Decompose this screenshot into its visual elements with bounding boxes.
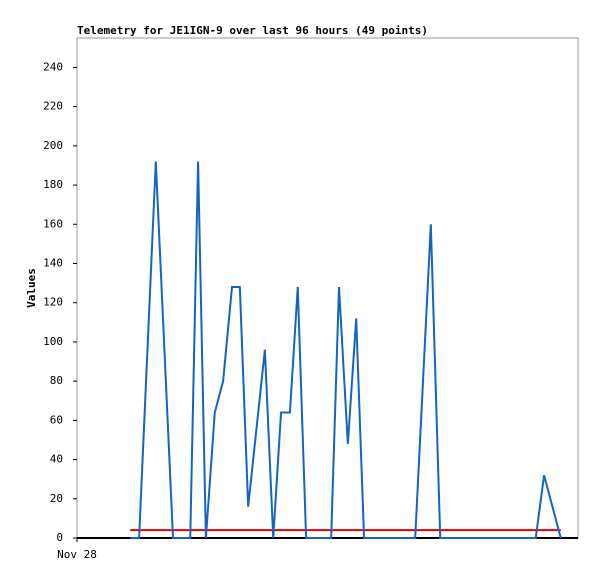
plot-area <box>76 37 579 539</box>
y-axis-label: Values <box>25 268 38 308</box>
y-tick-label: 220 <box>43 100 63 113</box>
y-tick-label: 240 <box>43 60 63 73</box>
x-tick-label: Nov 28 <box>57 548 97 561</box>
y-tick-label: 200 <box>43 139 63 152</box>
y-tick-label: 80 <box>50 374 63 387</box>
series-line <box>130 161 562 539</box>
y-tick-label: 60 <box>50 413 63 426</box>
chart-title: Telemetry for JE1IGN-9 over last 96 hour… <box>77 24 428 37</box>
y-tick-label: 160 <box>43 217 63 230</box>
y-tick-label: 100 <box>43 335 63 348</box>
y-tick-label: 0 <box>56 531 63 544</box>
y-tick-label: 120 <box>43 296 63 309</box>
y-tick-label: 20 <box>50 492 63 505</box>
y-tick-label: 40 <box>50 453 63 466</box>
y-tick-label: 180 <box>43 178 63 191</box>
y-tick-label: 140 <box>43 256 63 269</box>
